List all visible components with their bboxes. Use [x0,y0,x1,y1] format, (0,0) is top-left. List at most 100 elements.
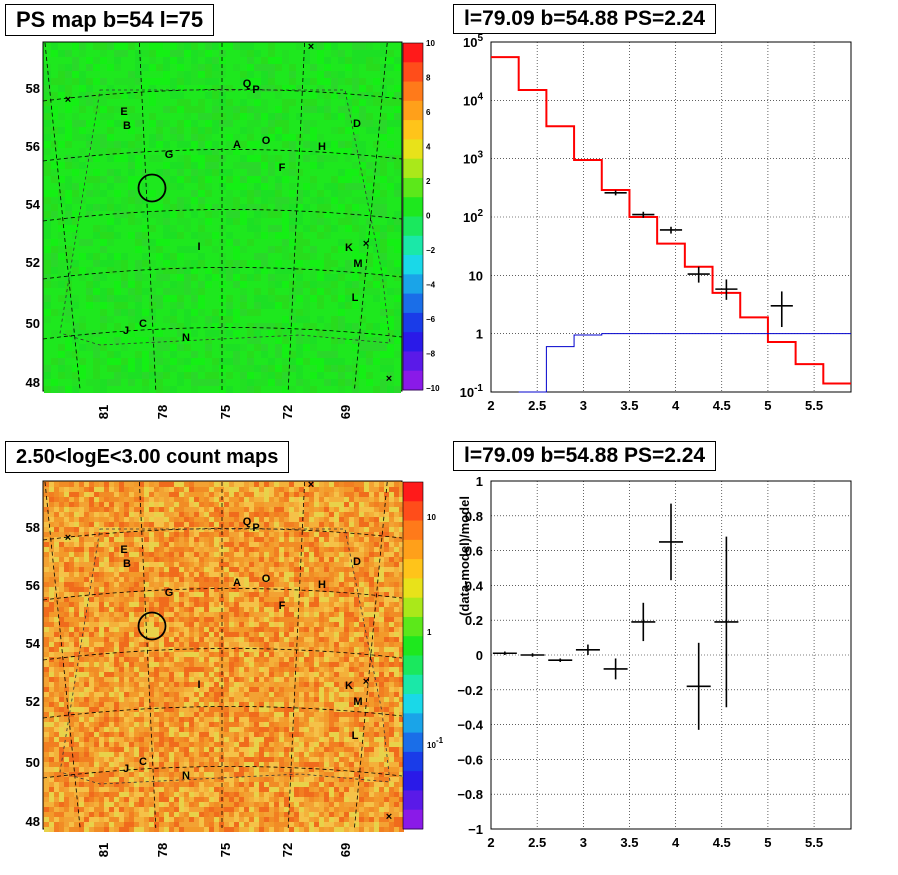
count-map-cell [329,537,334,542]
count-map-cell [369,587,374,592]
ts-map-cell [142,302,149,309]
ts-map-cell [191,141,198,148]
ts-map-cell [149,106,156,113]
ts-map-cell [86,267,93,274]
ts-map-cell [163,358,170,365]
count-map-cell [259,602,264,607]
ts-map-cell [247,351,254,358]
count-map-cell [264,532,269,537]
count-map-cell [274,622,279,627]
ts-map-cell [324,64,331,71]
count-map-cell [144,507,149,512]
count-map-cell [99,592,104,597]
count-map-cell [44,552,49,557]
ts-map-cell [331,162,338,169]
ts-map-cell [93,225,100,232]
count-map-cell [214,552,219,557]
source-label-l: L [352,292,359,304]
ts-map-cell [261,351,268,358]
count-map-cell [189,552,194,557]
ts-map-cell [240,302,247,309]
ts-map-cell [121,246,128,253]
ts-map-cell [345,106,352,113]
ts-map-cell [268,295,275,302]
count-map-cell [109,497,114,502]
count-map-cell [114,602,119,607]
ts-map-cell [149,99,156,106]
count-map-cell [384,572,389,577]
count-map-cell [149,597,154,602]
ts-map-cell [275,351,282,358]
ts-map-cell [149,351,156,358]
ts-map-cell [219,113,226,120]
ts-colorbar-segment [403,100,423,121]
ts-map-cell [380,288,387,295]
count-map-cell [289,507,294,512]
ts-map-cell [135,302,142,309]
count-map-cell [134,587,139,592]
count-map-cell [319,587,324,592]
count-map-cell [219,622,224,627]
ts-map-cell [282,183,289,190]
count-map-cell [249,512,254,517]
ts-map-cell [226,309,233,316]
ts-map-cell [303,253,310,260]
ts-map-cell [135,386,142,393]
count-map-cell [289,557,294,562]
count-map-cell [199,547,204,552]
ts-map-cell [72,148,79,155]
ts-map-cell [121,50,128,57]
ts-map-cell [233,316,240,323]
ts-map-cell [142,365,149,372]
ts-map-cell [226,337,233,344]
ts-map-cell [352,281,359,288]
ts-map-cell [359,134,366,141]
count-map-cell [109,602,114,607]
count-map-cell [94,552,99,557]
ts-map-cell [170,372,177,379]
count-map-cell [154,507,159,512]
count-map-cell [354,627,359,632]
ts-map-cell [121,176,128,183]
count-map-cell [99,582,104,587]
ts-map-cell [100,267,107,274]
count-map-cell [139,617,144,622]
count-map-cell [304,607,309,612]
ts-map-cell [254,92,261,99]
ts-map-cell [331,183,338,190]
ts-map-cell [261,113,268,120]
count-map-cell [359,562,364,567]
count-map-cell [184,632,189,637]
ts-map-cell [387,358,394,365]
ts-map-cell [170,232,177,239]
count-map-cell [104,522,109,527]
count-map-cell [239,567,244,572]
count-map-cell [379,607,384,612]
count-map-cell [169,517,174,522]
count-map-cell [169,512,174,517]
ts-map-cell [205,358,212,365]
count-map-cell [69,502,74,507]
count-map-cell [259,632,264,637]
count-map-cell [74,612,79,617]
count-map-cell [299,562,304,567]
count-map-cell [109,622,114,627]
ts-map-cell [394,127,401,134]
count-map-cell [309,557,314,562]
count-map-cell [129,527,134,532]
ts-map-cell [345,323,352,330]
ts-map-cell [366,253,373,260]
count-map-cell [194,492,199,497]
ts-map-cell [373,253,380,260]
ts-map-cell [282,197,289,204]
count-map-cell [394,512,399,517]
ts-colorbar-tick: 0 [426,212,431,221]
ts-map-cell [359,176,366,183]
ts-map-cell [191,316,198,323]
count-map-cell [194,482,199,487]
ts-map-cell [205,92,212,99]
ts-map-cell [282,162,289,169]
count-map-cell [324,577,329,582]
ts-map-cell [282,239,289,246]
count-map-cell [199,567,204,572]
